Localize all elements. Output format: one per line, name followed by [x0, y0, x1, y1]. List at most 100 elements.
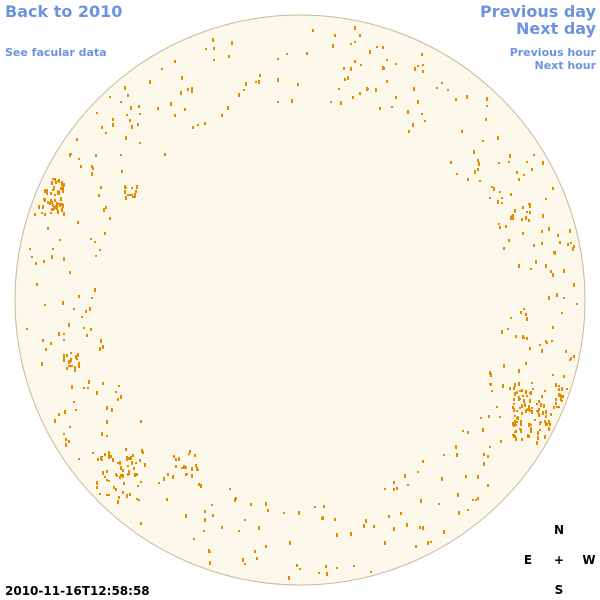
previous-hour-link[interactable]: Previous hour	[510, 46, 597, 59]
facula-dot	[414, 67, 416, 71]
facula-dot	[555, 402, 557, 404]
facula-dot	[467, 509, 469, 511]
facula-dot	[562, 395, 564, 398]
next-hour-link[interactable]: Next hour	[535, 59, 597, 72]
facula-dot	[560, 397, 562, 401]
facula-dot	[421, 113, 423, 115]
facula-dot	[531, 410, 533, 414]
back-link[interactable]: Back to 2010	[5, 2, 122, 21]
facula-dot	[137, 485, 139, 487]
facula-dot	[566, 388, 568, 390]
solar-disk	[14, 14, 586, 586]
facula-dot	[530, 429, 532, 433]
facula-dot	[546, 342, 548, 344]
facula-dot	[545, 198, 547, 200]
facula-dot	[75, 355, 77, 359]
facula-dot	[501, 330, 503, 334]
facula-dot	[185, 514, 187, 518]
facula-dot	[509, 154, 511, 158]
facula-dot	[482, 140, 484, 142]
facula-dot	[521, 412, 523, 415]
facula-dot	[204, 518, 206, 522]
facula-dot	[127, 465, 129, 467]
facula-dot	[259, 74, 261, 77]
facula-dot	[91, 172, 93, 176]
facula-dot	[514, 431, 516, 433]
facula-dot	[123, 482, 125, 485]
facula-dot	[228, 55, 230, 58]
facula-dot	[122, 491, 124, 494]
facula-dot	[242, 558, 244, 562]
facula-dot	[172, 475, 174, 479]
compass-west: W	[582, 553, 595, 567]
facula-dot	[500, 440, 502, 443]
facula-dot	[38, 205, 40, 209]
facula-dot	[115, 488, 117, 491]
facula-dot	[127, 194, 129, 196]
facula-dot	[56, 202, 58, 206]
facula-dot	[62, 189, 64, 192]
facula-dot	[326, 572, 328, 576]
facula-dot	[458, 511, 460, 515]
facula-dot	[131, 125, 133, 129]
facula-dot	[523, 308, 525, 310]
facula-dot	[112, 118, 114, 121]
facula-dot	[191, 87, 193, 91]
facula-dot	[515, 424, 517, 426]
facula-dot	[125, 187, 127, 189]
facular-link[interactable]: See facular data	[5, 46, 107, 59]
facula-dot	[330, 101, 332, 103]
facula-dot	[213, 59, 215, 61]
facula-dot	[516, 417, 518, 420]
next-day-link[interactable]: Next day	[516, 19, 597, 38]
facula-dot	[209, 561, 211, 565]
facula-dot	[529, 203, 531, 206]
facula-dot	[92, 167, 94, 170]
facula-dot	[277, 78, 279, 82]
facula-dot	[44, 189, 46, 193]
facula-dot	[537, 436, 539, 440]
facula-dot	[573, 283, 575, 287]
facula-dot	[80, 165, 82, 168]
facula-dot	[489, 383, 491, 385]
facula-dot	[466, 95, 468, 99]
facula-dot	[291, 99, 293, 103]
previous-day-link[interactable]: Previous day	[480, 2, 597, 21]
facula-dot	[334, 34, 336, 37]
facula-dot	[117, 500, 119, 504]
facula-dot	[393, 481, 395, 484]
facula-dot	[552, 187, 554, 190]
facula-dot	[265, 502, 267, 506]
facula-dot	[366, 87, 368, 91]
facula-dot	[526, 211, 528, 213]
facula-dot	[140, 420, 142, 423]
facula-dot	[98, 194, 100, 197]
facula-dot	[465, 475, 467, 478]
facula-dot	[60, 197, 62, 201]
facula-dot	[125, 136, 127, 140]
facula-dot	[83, 387, 85, 389]
facula-dot	[529, 206, 531, 208]
facula-dot	[436, 87, 438, 89]
facula-dot	[95, 154, 97, 157]
facula-dot	[396, 487, 398, 490]
facula-dot	[124, 86, 126, 90]
facula-dot	[50, 199, 52, 202]
facula-dot	[513, 410, 515, 412]
facula-dot	[525, 390, 527, 394]
facula-dot	[140, 481, 142, 483]
facula-dot	[221, 114, 223, 117]
facula-dot	[455, 98, 457, 101]
facula-dot	[536, 403, 538, 405]
facula-dot	[158, 482, 160, 484]
facula-dot	[450, 161, 452, 164]
facula-dot	[493, 187, 495, 191]
facula-dot	[515, 335, 517, 338]
facula-dot	[503, 247, 505, 250]
facula-dot	[136, 498, 138, 500]
facula-dot	[535, 260, 537, 264]
facula-dot	[70, 352, 72, 354]
facula-dot	[192, 126, 194, 129]
facula-dot	[126, 456, 128, 459]
facula-dot	[129, 493, 131, 496]
